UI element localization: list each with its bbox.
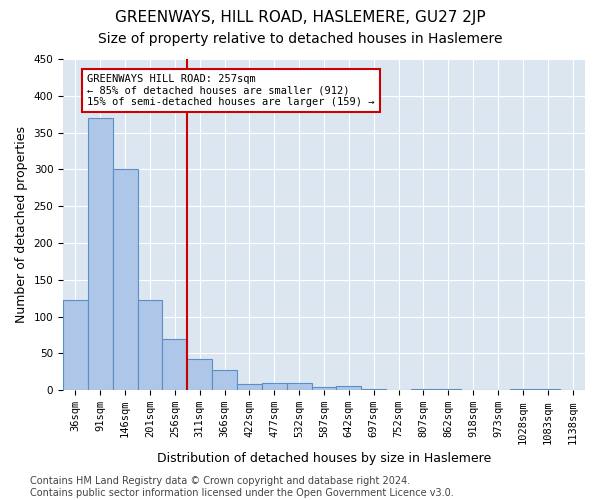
Bar [237,384,262,390]
Bar [411,388,436,390]
Bar [137,300,163,390]
Bar [262,383,287,390]
X-axis label: Distribution of detached houses by size in Haslemere: Distribution of detached houses by size … [157,452,491,465]
Text: GREENWAYS, HILL ROAD, HASLEMERE, GU27 2JP: GREENWAYS, HILL ROAD, HASLEMERE, GU27 2J… [115,10,485,25]
Text: GREENWAYS HILL ROAD: 257sqm
← 85% of detached houses are smaller (912)
15% of se: GREENWAYS HILL ROAD: 257sqm ← 85% of det… [88,74,375,107]
Bar [436,388,461,390]
Bar [113,170,137,390]
Bar [311,388,337,390]
Y-axis label: Number of detached properties: Number of detached properties [15,126,28,323]
Bar [88,118,113,390]
Bar [287,383,311,390]
Bar [212,370,237,390]
Bar [163,338,187,390]
Bar [337,386,361,390]
Bar [187,360,212,390]
Bar [63,300,88,390]
Text: Contains HM Land Registry data © Crown copyright and database right 2024.
Contai: Contains HM Land Registry data © Crown c… [30,476,454,498]
Text: Size of property relative to detached houses in Haslemere: Size of property relative to detached ho… [98,32,502,46]
